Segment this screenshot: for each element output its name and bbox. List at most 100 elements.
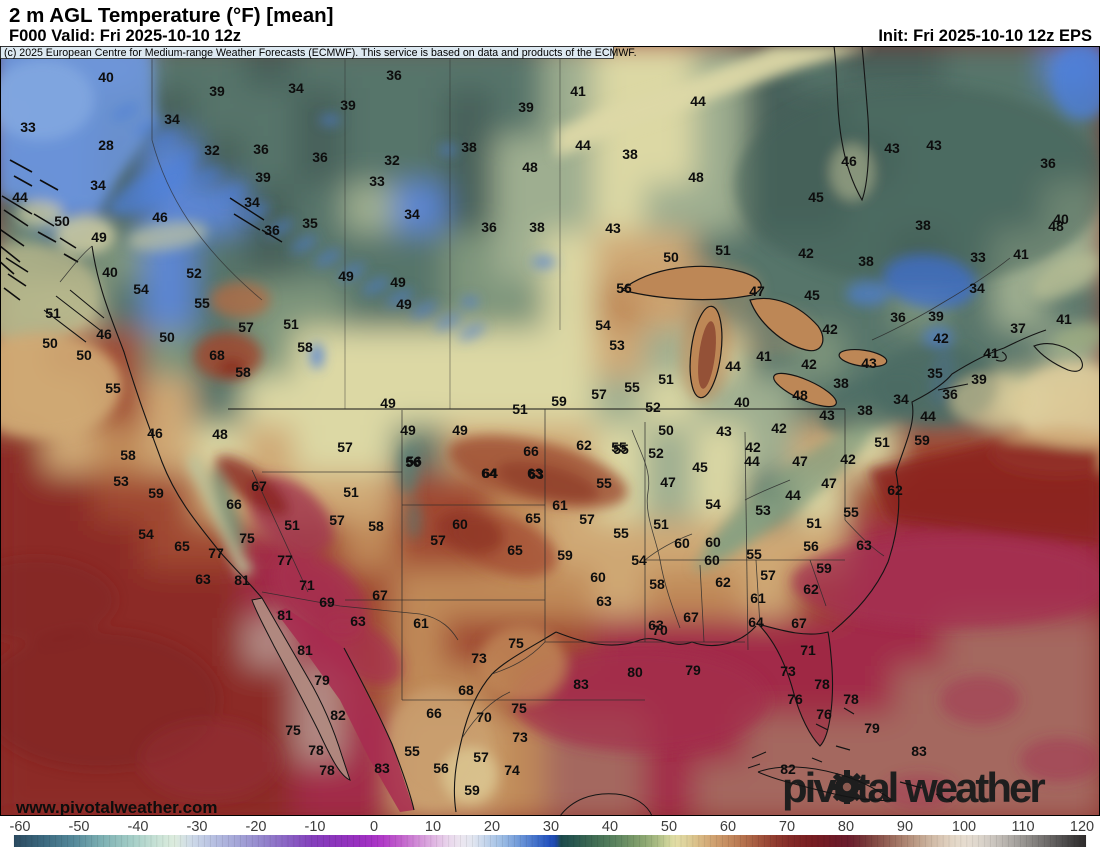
svg-text:-60: -60 [10, 819, 31, 835]
svg-text:pivotal weather: pivotal weather [782, 764, 1045, 811]
svg-text:76: 76 [787, 691, 803, 707]
svg-text:40: 40 [102, 264, 118, 280]
svg-text:80: 80 [838, 819, 854, 835]
svg-text:67: 67 [683, 609, 699, 625]
svg-text:78: 78 [814, 676, 830, 692]
svg-text:47: 47 [821, 475, 837, 491]
svg-text:50: 50 [42, 335, 58, 351]
svg-text:-50: -50 [69, 819, 90, 835]
svg-text:50: 50 [159, 329, 175, 345]
svg-text:40: 40 [98, 69, 114, 85]
svg-text:70: 70 [476, 709, 492, 725]
svg-text:73: 73 [780, 663, 796, 679]
svg-text:55: 55 [624, 379, 640, 395]
svg-text:2 m AGL Temperature (°F) [mean: 2 m AGL Temperature (°F) [mean] [9, 4, 334, 27]
svg-text:60: 60 [452, 516, 468, 532]
svg-text:70: 70 [779, 819, 795, 835]
svg-text:-40: -40 [128, 819, 149, 835]
svg-text:40: 40 [602, 819, 618, 835]
svg-text:65: 65 [507, 542, 523, 558]
svg-text:75: 75 [511, 700, 527, 716]
svg-text:39: 39 [518, 99, 534, 115]
svg-text:46: 46 [841, 153, 857, 169]
svg-text:60: 60 [674, 535, 690, 551]
svg-text:33: 33 [970, 249, 986, 265]
svg-text:58: 58 [649, 576, 665, 592]
svg-text:56: 56 [405, 454, 421, 470]
svg-text:60: 60 [590, 569, 606, 585]
svg-text:44: 44 [744, 453, 760, 469]
svg-text:54: 54 [705, 496, 721, 512]
svg-text:57: 57 [238, 319, 254, 335]
svg-text:83: 83 [573, 676, 589, 692]
svg-text:68: 68 [209, 347, 225, 363]
svg-text:35: 35 [927, 365, 943, 381]
svg-text:78: 78 [308, 742, 324, 758]
svg-text:36: 36 [264, 222, 280, 238]
svg-text:46: 46 [152, 209, 168, 225]
svg-text:62: 62 [803, 581, 819, 597]
svg-text:58: 58 [235, 364, 251, 380]
svg-text:45: 45 [692, 459, 708, 475]
svg-text:51: 51 [343, 484, 359, 500]
svg-text:62: 62 [576, 437, 592, 453]
svg-text:57: 57 [337, 439, 353, 455]
svg-text:45: 45 [804, 287, 820, 303]
svg-text:75: 75 [508, 635, 524, 651]
svg-text:78: 78 [843, 691, 859, 707]
svg-text:54: 54 [595, 317, 611, 333]
svg-text:66: 66 [426, 705, 442, 721]
svg-text:66: 66 [523, 443, 539, 459]
svg-text:61: 61 [413, 615, 429, 631]
svg-text:28: 28 [98, 137, 114, 153]
svg-text:73: 73 [512, 729, 528, 745]
svg-text:50: 50 [663, 249, 679, 265]
svg-text:59: 59 [914, 432, 930, 448]
svg-text:51: 51 [653, 516, 669, 532]
svg-text:42: 42 [840, 451, 856, 467]
svg-text:59: 59 [148, 485, 164, 501]
svg-text:34: 34 [969, 280, 985, 296]
svg-text:36: 36 [253, 141, 269, 157]
svg-text:51: 51 [45, 305, 61, 321]
svg-text:42: 42 [771, 420, 787, 436]
svg-text:41: 41 [1056, 311, 1072, 327]
svg-text:51: 51 [658, 371, 674, 387]
svg-text:57: 57 [591, 386, 607, 402]
svg-text:20: 20 [484, 819, 500, 835]
svg-text:77: 77 [208, 545, 224, 561]
svg-text:55: 55 [613, 525, 629, 541]
svg-text:39: 39 [209, 83, 225, 99]
svg-text:80: 80 [627, 664, 643, 680]
svg-text:47: 47 [792, 453, 808, 469]
svg-text:55: 55 [194, 295, 210, 311]
svg-text:82: 82 [330, 707, 346, 723]
svg-text:38: 38 [833, 375, 849, 391]
svg-text:F000 Valid: Fri 2025-10-10 12z: F000 Valid: Fri 2025-10-10 12z [9, 27, 241, 45]
svg-text:46: 46 [147, 425, 163, 441]
svg-text:73: 73 [471, 650, 487, 666]
svg-text:74: 74 [504, 762, 520, 778]
svg-text:55: 55 [613, 441, 629, 457]
svg-text:49: 49 [452, 422, 468, 438]
svg-text:76: 76 [816, 706, 832, 722]
svg-text:40: 40 [1053, 211, 1069, 227]
svg-text:42: 42 [801, 356, 817, 372]
svg-text:51: 51 [284, 517, 300, 533]
svg-text:41: 41 [756, 348, 772, 364]
svg-text:-30: -30 [187, 819, 208, 835]
svg-text:34: 34 [244, 194, 260, 210]
svg-text:44: 44 [575, 137, 591, 153]
svg-text:54: 54 [138, 526, 154, 542]
svg-text:79: 79 [685, 662, 701, 678]
svg-text:63: 63 [195, 571, 211, 587]
svg-text:52: 52 [186, 265, 202, 281]
svg-text:38: 38 [622, 146, 638, 162]
svg-text:34: 34 [164, 111, 180, 127]
svg-text:59: 59 [464, 782, 480, 798]
svg-text:49: 49 [400, 422, 416, 438]
svg-text:44: 44 [785, 487, 801, 503]
svg-text:120: 120 [1070, 819, 1094, 835]
svg-text:62: 62 [887, 482, 903, 498]
svg-text:-20: -20 [246, 819, 267, 835]
